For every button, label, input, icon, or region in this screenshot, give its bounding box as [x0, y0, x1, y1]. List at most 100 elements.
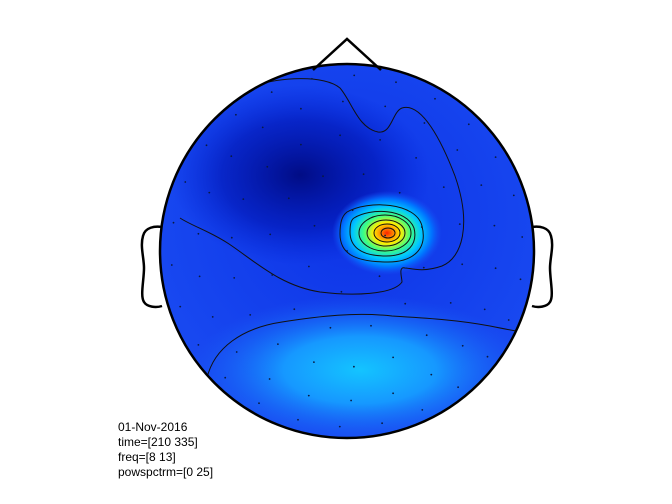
electrode-marker — [313, 224, 316, 227]
electrode-marker — [434, 97, 436, 100]
electrode-marker — [378, 275, 381, 278]
electrode-marker — [415, 157, 417, 159]
electrode-marker — [179, 305, 182, 308]
electrode-marker — [261, 126, 264, 129]
electrode-marker — [233, 277, 236, 279]
electrode-marker — [461, 263, 464, 266]
electrode-marker — [287, 197, 290, 200]
electrode-marker — [398, 191, 401, 194]
electrode-marker — [300, 107, 302, 110]
electrode-marker — [242, 198, 245, 201]
electrode-marker — [338, 425, 341, 428]
electrode-marker — [340, 290, 343, 293]
electrode-marker — [311, 77, 313, 80]
contour-line — [358, 214, 412, 252]
electrode-marker — [457, 386, 459, 389]
electrode-marker — [211, 316, 214, 318]
electrode-marker — [483, 308, 486, 311]
electrode-marker — [205, 144, 208, 147]
electrode-marker — [350, 399, 352, 402]
electrode-marker — [458, 223, 461, 226]
electrode-marker — [425, 334, 428, 337]
electrode-marker — [342, 100, 344, 103]
electrode-marker — [381, 422, 383, 425]
electrode-marker — [494, 267, 497, 270]
electrode-marker — [268, 378, 271, 380]
electrode-marker — [423, 122, 426, 124]
electrode-marker — [224, 376, 227, 379]
contour-line — [366, 219, 406, 247]
electrode-marker — [351, 209, 354, 212]
electrode-marker — [300, 143, 302, 146]
electrode-marker — [235, 113, 237, 116]
electrode-marker — [430, 373, 433, 376]
electrode-marker — [297, 418, 299, 421]
contour-line — [380, 227, 396, 239]
electrode-marker — [493, 224, 496, 227]
electrode-marker — [353, 74, 356, 77]
electrode-marker — [308, 265, 310, 268]
electrode-marker — [395, 81, 397, 84]
electrode-marker — [442, 186, 445, 189]
electrode-marker — [519, 278, 522, 281]
electrode-marker — [521, 236, 524, 238]
contour-line — [339, 204, 424, 263]
electrode-marker — [269, 233, 272, 236]
freq-label: freq=[8 13] — [118, 450, 176, 464]
electrode-marker — [307, 394, 310, 397]
electrode-marker — [461, 344, 464, 347]
electrode-marker — [422, 266, 425, 269]
electrode-marker — [370, 324, 372, 327]
occipital-region — [190, 295, 530, 438]
electrode-marker — [339, 134, 341, 137]
electrode-marker — [421, 409, 424, 411]
electrode-marker — [379, 139, 381, 141]
electrode-marker — [277, 343, 279, 345]
contour-line — [349, 210, 416, 257]
electrode-marker — [184, 181, 187, 183]
nose-outline — [312, 37, 382, 71]
electrode-marker — [480, 184, 483, 187]
electrode-marker — [235, 351, 238, 353]
electrode-marker — [486, 355, 489, 358]
electrode-marker — [270, 91, 273, 93]
electrode-marker — [197, 344, 200, 346]
electrode-marker — [266, 165, 269, 168]
electrode-marker — [271, 274, 274, 276]
left-ear-outline — [140, 225, 163, 309]
electrode-marker — [456, 149, 459, 151]
electrode-marker — [392, 356, 394, 359]
electrode-marker — [384, 105, 387, 108]
electrode-marker — [420, 226, 423, 228]
time-label: time=[210 335] — [118, 435, 198, 449]
right-ear-outline — [531, 225, 554, 309]
electrode-marker — [172, 221, 175, 224]
electrode-marker — [362, 173, 365, 176]
topo-map — [160, 64, 534, 438]
electrode-marker — [494, 156, 497, 159]
electrode-marker — [449, 302, 452, 304]
electrode-marker — [404, 302, 407, 305]
electrode-marker — [249, 314, 252, 316]
param-label: powspctrm=[0 25] — [118, 465, 214, 479]
electrode-marker — [230, 155, 233, 158]
head-outline — [140, 37, 554, 440]
electrode-marker — [467, 123, 470, 126]
electrode-marker — [512, 194, 515, 197]
electrode-marker — [313, 361, 315, 363]
info-text-block: 01-Nov-2016 time=[210 335] freq=[8 13] p… — [118, 420, 213, 480]
electrode-marker — [384, 234, 386, 237]
electrode-marker — [346, 250, 348, 252]
electrode-marker — [353, 365, 355, 368]
date-label: 01-Nov-2016 — [118, 420, 188, 434]
electrode-marker — [293, 308, 296, 311]
electrode-marker — [230, 236, 233, 239]
contour-line — [206, 313, 523, 379]
electrode-marker — [507, 319, 510, 321]
electrode-marker — [198, 275, 201, 278]
contour-line — [373, 223, 401, 243]
electrode-marker — [329, 326, 332, 329]
electrode-marker — [322, 175, 324, 178]
electrode-marker — [392, 392, 394, 395]
